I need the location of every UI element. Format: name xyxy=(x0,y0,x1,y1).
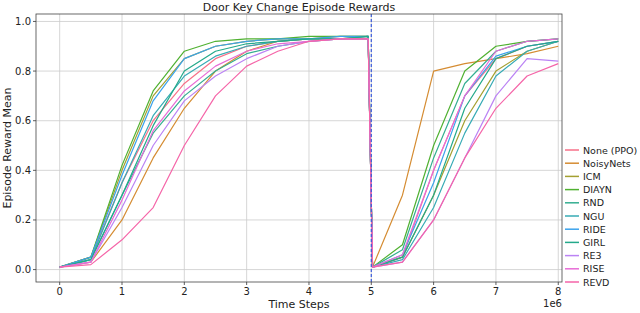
legend-label: RISE xyxy=(583,263,604,274)
grid-line xyxy=(36,71,562,72)
grid-line xyxy=(59,14,60,282)
legend-label: RE3 xyxy=(583,250,602,261)
legend-label: REVD xyxy=(583,277,609,288)
tick xyxy=(184,282,185,285)
legend-swatch xyxy=(565,215,579,217)
series-line xyxy=(60,36,559,267)
tick-label: 0.6 xyxy=(15,115,31,126)
tick xyxy=(33,71,36,72)
tick xyxy=(59,282,60,285)
legend-swatch xyxy=(565,255,579,257)
title: Door Key Change Episode Rewards xyxy=(203,1,396,14)
tick-label: 4 xyxy=(306,286,312,297)
grid-line xyxy=(495,14,496,282)
tick xyxy=(308,282,309,285)
legend-label: None (PPO) xyxy=(583,145,637,156)
tick xyxy=(33,120,36,121)
grid-line xyxy=(371,14,372,282)
tick-label: 1.0 xyxy=(15,16,31,27)
tick-label: 0.0 xyxy=(15,264,31,275)
legend-swatch xyxy=(565,149,579,151)
tick-label: 7 xyxy=(493,286,499,297)
series-line xyxy=(60,36,559,267)
tick xyxy=(33,170,36,171)
grid-line xyxy=(36,269,562,270)
tick xyxy=(122,282,123,285)
series-line xyxy=(60,39,559,267)
series-line xyxy=(60,36,559,267)
tick-label: 0.2 xyxy=(15,214,31,225)
tick xyxy=(495,282,496,285)
tick xyxy=(433,282,434,285)
y-axis-label: Episode Reward Mean xyxy=(1,87,14,208)
axis-offset: 1e6 xyxy=(543,298,562,309)
series-line xyxy=(60,36,559,267)
tick-label: 3 xyxy=(243,286,249,297)
tick xyxy=(246,282,247,285)
plot-area xyxy=(60,14,559,282)
legend-label: RIDE xyxy=(583,224,606,235)
series-line xyxy=(60,39,559,267)
tick-label: 8 xyxy=(555,286,561,297)
legend-swatch xyxy=(565,268,579,270)
grid-line xyxy=(36,170,562,171)
grid-line xyxy=(36,21,562,22)
tick xyxy=(33,219,36,220)
legend-swatch xyxy=(565,228,579,230)
legend-label: ICM xyxy=(583,171,601,182)
series-line xyxy=(60,36,559,267)
grid-line xyxy=(558,14,559,282)
plot-frame xyxy=(36,14,562,282)
tick-label: 5 xyxy=(368,286,374,297)
legend-label: GIRL xyxy=(583,237,606,248)
legend-swatch xyxy=(565,202,579,204)
tick-label: 0.4 xyxy=(15,165,31,176)
legend-swatch xyxy=(565,189,579,191)
series-line xyxy=(60,39,559,267)
series-line xyxy=(60,39,559,267)
tick xyxy=(33,21,36,22)
grid-line xyxy=(308,14,309,282)
tick xyxy=(558,282,559,285)
legend-swatch xyxy=(565,176,579,178)
chart: 0.0 0.2 0.4 0.6 0.8 1.0 0 1 2 3 4 5 6 7 8 Door Key Chan… xyxy=(0,0,640,313)
tick-label: 2 xyxy=(181,286,187,297)
legend: None (PPO) NoisyNets ICM DIAYN RND NGU RIDE GIR… xyxy=(565,145,637,288)
legend-label: NGU xyxy=(583,211,604,222)
legend-label: NoisyNets xyxy=(583,158,631,169)
x-axis-label: Time Steps xyxy=(267,298,329,311)
reference-line xyxy=(371,14,372,282)
tick xyxy=(371,282,372,285)
grid-line xyxy=(122,14,123,282)
series-line xyxy=(60,39,559,267)
legend-swatch xyxy=(565,281,579,283)
tick-label: 0 xyxy=(56,286,62,297)
tick xyxy=(33,269,36,270)
legend-label: RND xyxy=(583,197,604,208)
tick-label: 1 xyxy=(119,286,125,297)
legend-swatch xyxy=(565,242,579,244)
plot-background xyxy=(36,14,562,282)
legend-label: DIAYN xyxy=(583,184,612,195)
tick-label: 0.8 xyxy=(15,66,31,77)
series-line xyxy=(60,36,559,267)
legend-swatch xyxy=(565,162,579,164)
tick-label: 6 xyxy=(430,286,436,297)
grid-line xyxy=(184,14,185,282)
